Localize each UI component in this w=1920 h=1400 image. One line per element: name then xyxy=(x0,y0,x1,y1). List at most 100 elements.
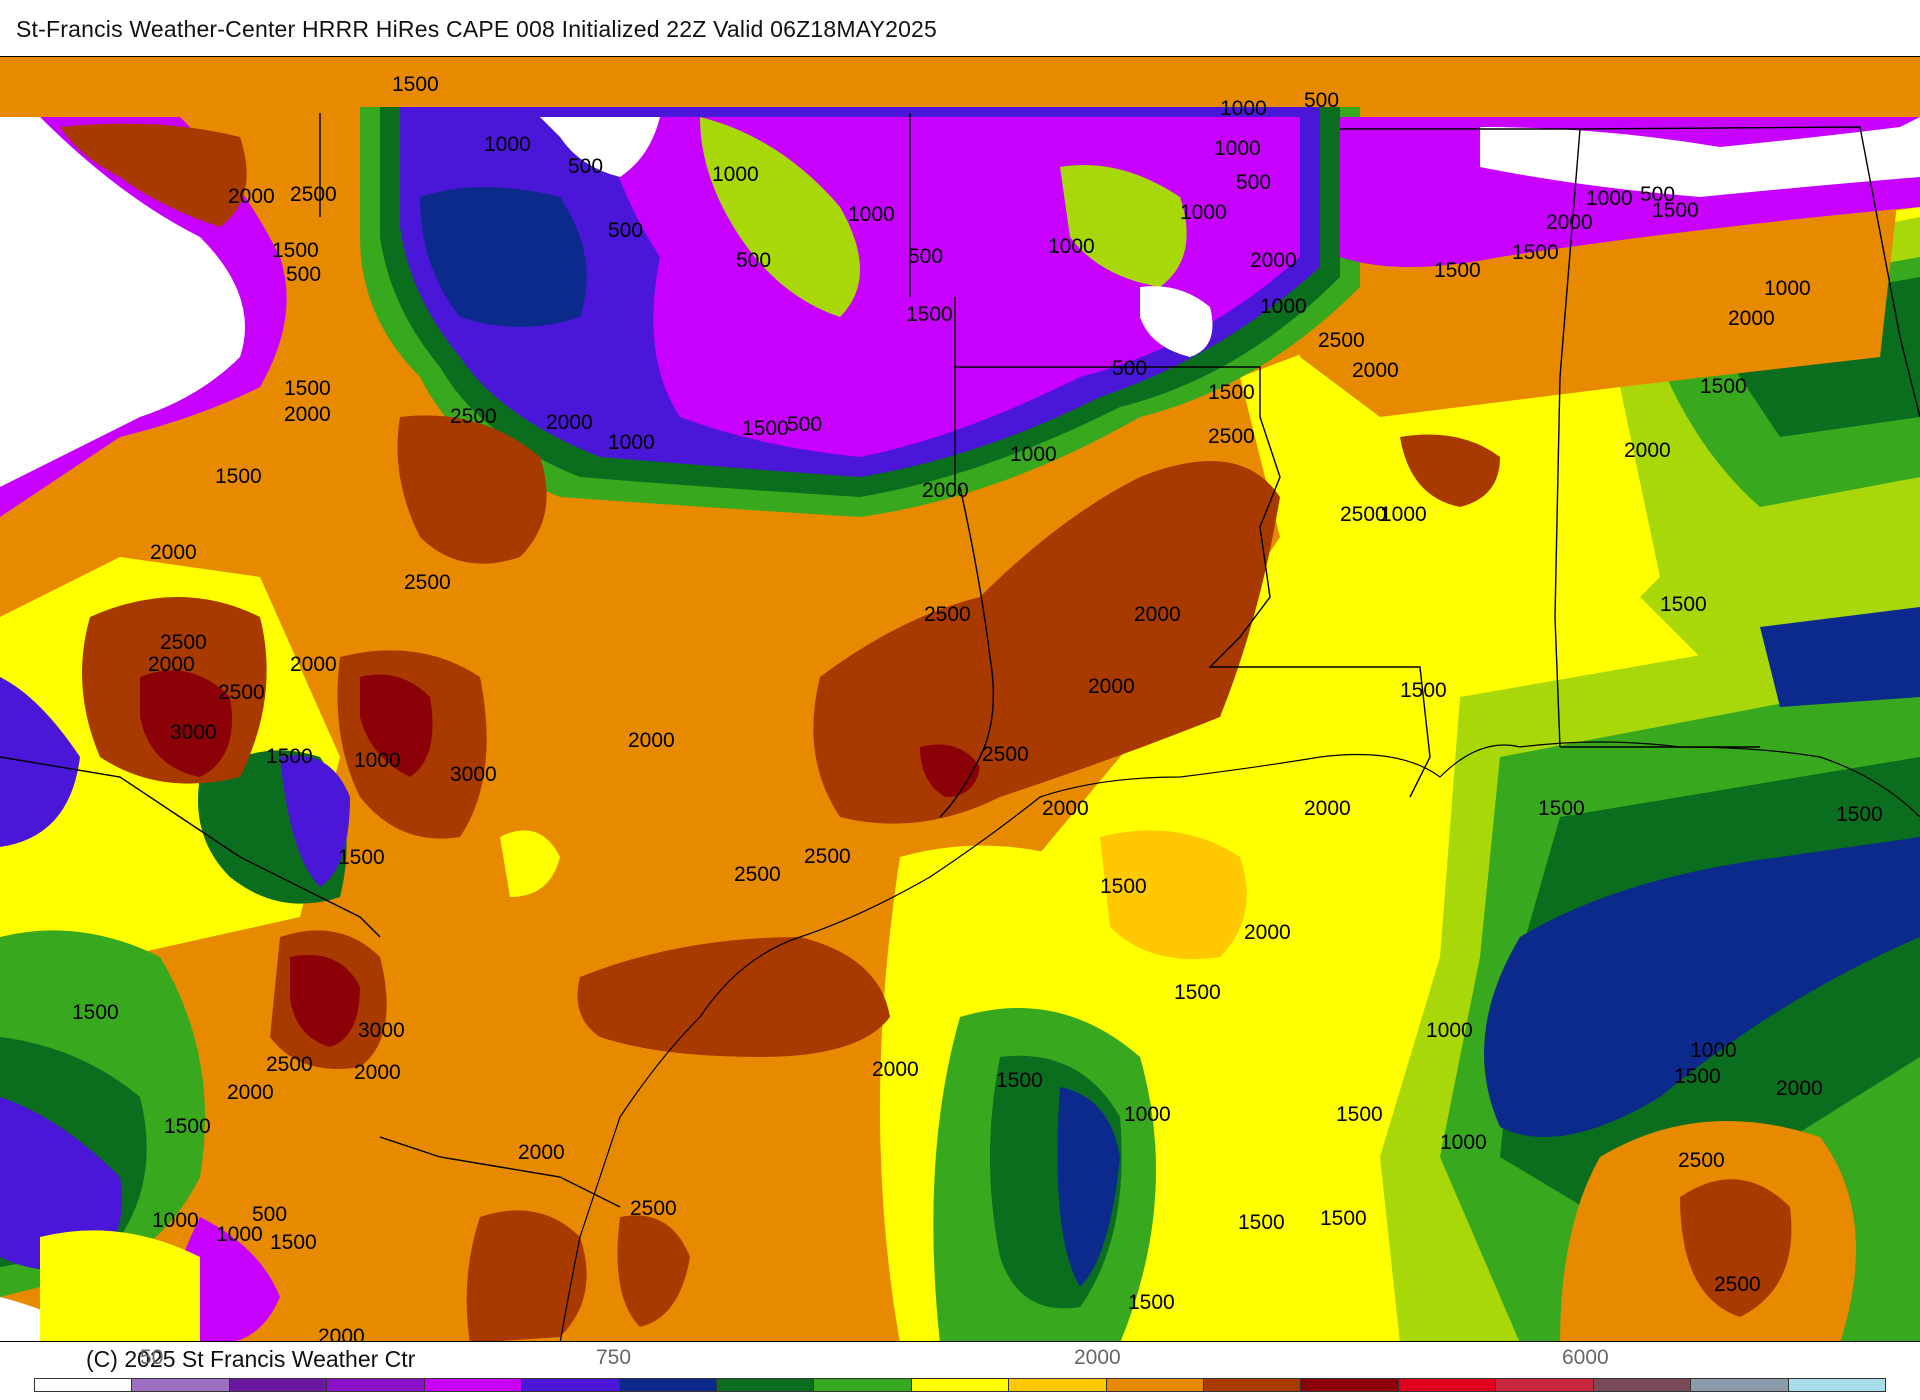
color-swatch xyxy=(1106,1379,1205,1391)
color-swatch xyxy=(35,1379,133,1391)
region-blueviolet-west xyxy=(0,1097,122,1271)
region-brown-north-central xyxy=(397,415,547,564)
contour-label: 2000 xyxy=(1244,921,1291,944)
color-swatch xyxy=(229,1379,328,1391)
contour-label: 2000 xyxy=(290,653,337,676)
contour-label: 2000 xyxy=(1624,439,1671,462)
contour-label: 2500 xyxy=(160,631,207,654)
region-brown-south xyxy=(466,1210,587,1341)
region-blueviolet-interior-west xyxy=(280,755,350,887)
contour-label: 1500 xyxy=(1336,1103,1383,1126)
color-swatch xyxy=(619,1379,717,1391)
contour-label: 1500 xyxy=(272,239,319,262)
region-brown-northwest xyxy=(60,123,247,227)
region-darkred-west xyxy=(140,670,232,777)
contour-label: 3000 xyxy=(450,763,497,786)
color-swatch xyxy=(716,1379,815,1391)
region-darkred-west-3 xyxy=(290,955,360,1047)
contour-label: 2500 xyxy=(404,571,451,594)
contour-label: 1500 xyxy=(284,377,331,400)
contour-label: 500 xyxy=(1304,89,1339,112)
region-navy-east xyxy=(1484,837,1920,1137)
contour-label: 2000 xyxy=(228,185,275,208)
region-yellowgreen-north xyxy=(700,117,860,317)
contour-label: 1500 xyxy=(1128,1291,1175,1314)
contour-label: 2500 xyxy=(982,743,1029,766)
contour-label: 1000 xyxy=(484,133,531,156)
region-white-north-2 xyxy=(1140,286,1213,357)
contour-label: 1000 xyxy=(1440,1131,1487,1154)
contour-label: 500 xyxy=(1112,357,1147,380)
contour-label: 1000 xyxy=(1220,97,1267,120)
contour-label: 1500 xyxy=(996,1069,1043,1092)
region-navy-northeast xyxy=(1760,607,1920,707)
copyright-text: (C) 2025 St Francis Weather Ctr xyxy=(86,1346,416,1372)
title-bar: St-Francis Weather-Center HRRR HiRes CAP… xyxy=(0,0,1920,56)
contour-label: 2000 xyxy=(148,653,195,676)
contour-label: 1000 xyxy=(1426,1019,1473,1042)
contour-label: 1500 xyxy=(1174,981,1221,1004)
contour-label: 3000 xyxy=(358,1019,405,1042)
contour-label: 1500 xyxy=(1320,1207,1367,1230)
region-yellowgreen-north-2 xyxy=(1060,165,1187,287)
contour-label: 2000 xyxy=(1352,359,1399,382)
contour-label: 500 xyxy=(1236,171,1271,194)
color-swatch xyxy=(1496,1379,1594,1391)
contour-label: 2500 xyxy=(218,681,265,704)
contour-label: 2500 xyxy=(1318,329,1365,352)
contour-label: 2500 xyxy=(924,603,971,626)
contour-label: 1500 xyxy=(266,745,313,768)
contour-label: 1000 xyxy=(216,1223,263,1246)
contour-label: 500 xyxy=(787,413,822,436)
contour-label: 2000 xyxy=(1134,603,1181,626)
contour-label: 2500 xyxy=(630,1197,677,1220)
color-scale-bar xyxy=(34,1378,1886,1392)
scale-tick-label: 750 xyxy=(596,1346,632,1369)
scale-tick-label: 50 xyxy=(140,1346,164,1369)
scale-tick-label: 2000 xyxy=(1074,1346,1121,1369)
contour-label: 1500 xyxy=(742,417,789,440)
contour-label: 2000 xyxy=(1546,211,1593,234)
contour-label: 2000 xyxy=(1728,307,1775,330)
contour-label: 1000 xyxy=(848,203,895,226)
legend-bar: (C) 2025 St Francis Weather Ctr 50 750 2… xyxy=(0,1342,1920,1400)
contour-label: 2500 xyxy=(1714,1273,1761,1296)
contour-label: 2000 xyxy=(546,411,593,434)
contour-label: 1000 xyxy=(354,749,401,772)
color-swatch xyxy=(327,1379,425,1391)
contour-label: 2500 xyxy=(266,1053,313,1076)
contour-label: 1000 xyxy=(1214,137,1261,160)
contour-label: 2500 xyxy=(290,183,337,206)
state-borders xyxy=(0,113,1920,1208)
contour-label: 500 xyxy=(1640,183,1675,206)
region-white-northeast xyxy=(1480,117,1920,197)
contour-label: 1500 xyxy=(1100,875,1147,898)
contour-label: 500 xyxy=(608,219,643,242)
region-gold-central xyxy=(1100,830,1247,959)
color-swatch xyxy=(1398,1379,1497,1391)
region-blueviolet-farwest xyxy=(0,677,80,847)
color-swatch xyxy=(1691,1379,1789,1391)
color-swatch xyxy=(522,1379,620,1391)
contour-label: 1500 xyxy=(1538,797,1585,820)
contour-label: 1500 xyxy=(215,465,262,488)
region-brown-southeast xyxy=(1680,1179,1792,1317)
contour-label: 2000 xyxy=(354,1061,401,1084)
contour-label: 1500 xyxy=(1238,1211,1285,1234)
contour-label: 2000 xyxy=(227,1081,274,1104)
contour-label: 3000 xyxy=(170,721,217,744)
coastline xyxy=(559,741,1920,1341)
region-brown-south-2 xyxy=(617,1215,690,1327)
color-swatch xyxy=(1204,1379,1302,1391)
scale-tick-label: 6000 xyxy=(1562,1346,1609,1369)
contour-label: 2000 xyxy=(922,479,969,502)
color-swatch xyxy=(1593,1379,1692,1391)
contour-label: 1000 xyxy=(712,163,759,186)
contour-label: 1500 xyxy=(1652,199,1699,222)
contour-label: 2000 xyxy=(318,1325,365,1342)
contour-label: 1500 xyxy=(1836,803,1883,826)
contour-label: 1000 xyxy=(1380,503,1427,526)
contour-label: 500 xyxy=(908,245,943,268)
contour-label: 2000 xyxy=(150,541,197,564)
